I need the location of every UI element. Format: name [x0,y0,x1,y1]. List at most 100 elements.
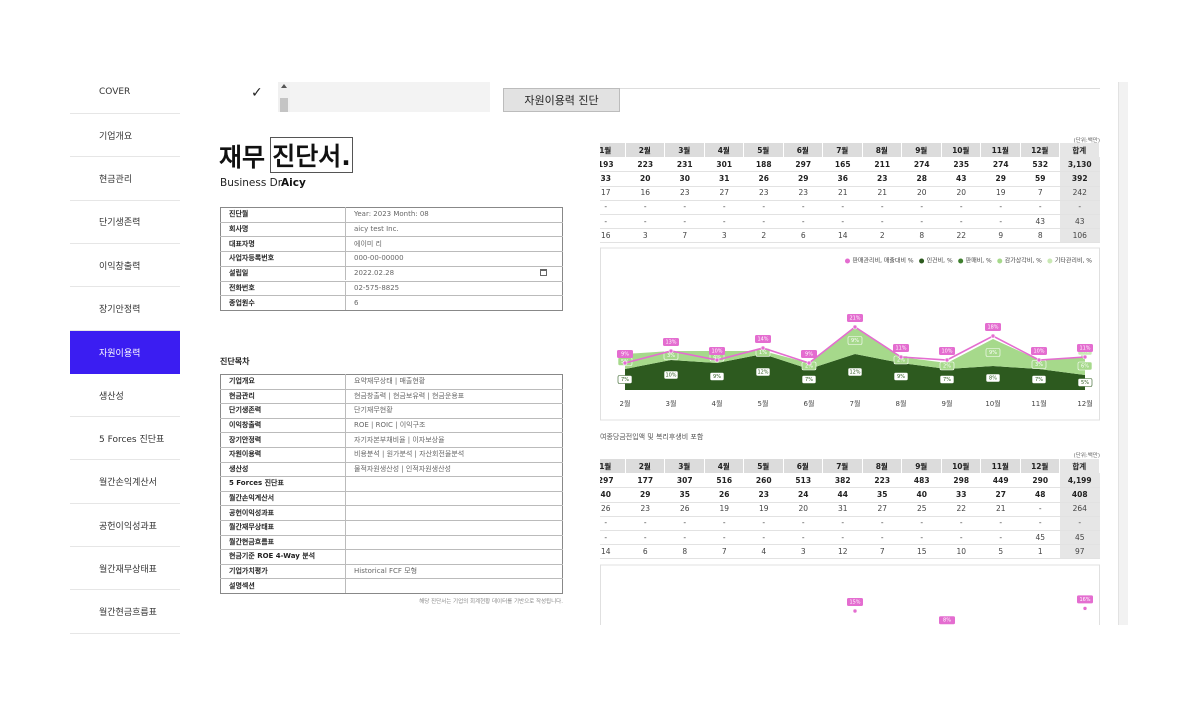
table-cell: 223 [637,159,654,169]
table-cell: - [1038,518,1042,528]
table-cell: 532 [1032,159,1049,169]
table-cell: 392 [1071,173,1088,183]
legend-swatch [919,258,925,264]
row-value: 요약재무상태 | 매출현황 [354,377,426,386]
table-cell: 19 [995,188,1006,198]
sidebar-item[interactable]: 월간현금흐름표 [70,591,180,634]
sidebar-item[interactable]: 월간재무상태표 [70,547,180,591]
point [806,360,812,366]
point [760,345,766,351]
table-cell: - [920,518,924,528]
data-label-box [939,375,955,384]
table-rule [220,534,563,536]
table-rule [220,520,563,521]
table-cell: 193 [600,159,614,169]
table-cell: - [1038,504,1042,514]
col-rule [345,388,346,404]
col-rule [345,265,346,281]
table-cell: 43 [956,173,967,183]
table-rule [220,505,563,507]
data-label: 10% [941,349,952,355]
sidebar-item[interactable]: 월간손익계산서 [70,461,180,504]
table-cell: 40 [916,489,927,499]
row-label: 5 Forces 진단표 [229,479,284,488]
table-cell: 223 [874,475,891,485]
sidebar-item[interactable]: 단기생존력 [70,201,180,244]
sidebar-item[interactable]: 이익창출력 [70,244,180,288]
top-rule [620,88,1100,89]
sidebar-item[interactable]: 자원이용력 [70,330,180,374]
row-label: 장기안정력 [229,435,262,444]
table-cell: 4 [761,546,767,556]
data-label: 8% [943,618,951,624]
data-label-box [617,350,633,358]
table-cell: - [880,518,884,528]
data-label: 9% [989,350,997,356]
row-label: 종업원수 [229,298,255,307]
caption: 여종당금전입액 및 복리후생비 포함 [600,433,704,441]
data-label-box [1077,595,1093,604]
data-label-box [1031,375,1047,384]
data-label: 4% [713,355,721,361]
data-label: 15% [849,600,860,606]
chart-frame [600,564,1100,625]
table-cell: 3 [642,230,648,240]
sidebar-item[interactable]: 5 Forces 진단표 [70,417,180,461]
table-rule [600,171,1100,173]
row-label: 사업자등록번호 [229,254,275,263]
sidebar-item[interactable]: COVER [70,71,180,114]
col-rule [345,549,346,564]
legend-swatch [844,258,850,264]
table-cell: 7 [1037,188,1043,198]
sidebar-item[interactable]: 공헌이익성과표 [70,504,180,547]
data-label: 2% [805,364,813,370]
area [625,327,1085,375]
col-rule [345,207,346,222]
table-cell: - [762,518,766,528]
table-cell: - [841,202,845,212]
diagnose-button[interactable]: 자원이용력 진단 [503,88,620,112]
table-cell: 26 [719,489,730,499]
table-cell: 16 [600,230,611,240]
row-value: Year: 2023 Month: 08 [354,210,429,219]
col-rule [345,520,346,535]
sidebar-item[interactable]: 현금관리 [70,158,180,201]
table-cell: 16 [640,188,651,198]
table-cell: - [801,202,805,212]
table-header: 5월 [744,143,784,158]
row-label: 단기생존력 [229,406,262,415]
table-header: 8월 [863,143,902,158]
report-subtitle: Business Dr. [220,177,285,189]
data-label: 12% [849,370,860,376]
table-cell: 15 [916,546,927,556]
row-value: 비용분석 | 원가분석 | 자산회전율분석 [354,450,465,459]
x-tick-label: 11월 [1031,399,1046,408]
table-rule [600,558,1100,560]
table-header: 5월 [744,459,784,474]
table-cell: - [722,518,726,528]
total-col-bg [1060,459,1100,559]
data-label-box [939,616,955,625]
table-rule [220,280,563,282]
table-cell: 242 [1072,188,1087,198]
input-box[interactable] [290,82,490,112]
table-cell: 20 [956,188,967,198]
data-label-box [847,314,863,322]
table-cell: 23 [640,504,651,514]
table-cell: - [1078,202,1082,212]
table-header: 합계 [1060,459,1100,474]
data-label: 13% [665,340,676,346]
table-cell: - [604,216,608,226]
legend-swatch [997,258,1003,264]
scroll-thumb [280,98,288,112]
row-label: 설립일 [229,269,249,278]
data-label-box [709,372,725,381]
sidebar-item[interactable]: 장기안정력 [70,288,180,331]
data-label: 6% [1081,364,1089,370]
table-cell: - [722,532,726,542]
sidebar-item[interactable]: 기업개요 [70,114,180,158]
legend-label: 판매관리비, 매출대비 % [852,257,913,265]
sidebar-item[interactable]: 생산성 [70,374,180,418]
table-cell: - [841,532,845,542]
row-label: 생산성 [229,464,249,473]
